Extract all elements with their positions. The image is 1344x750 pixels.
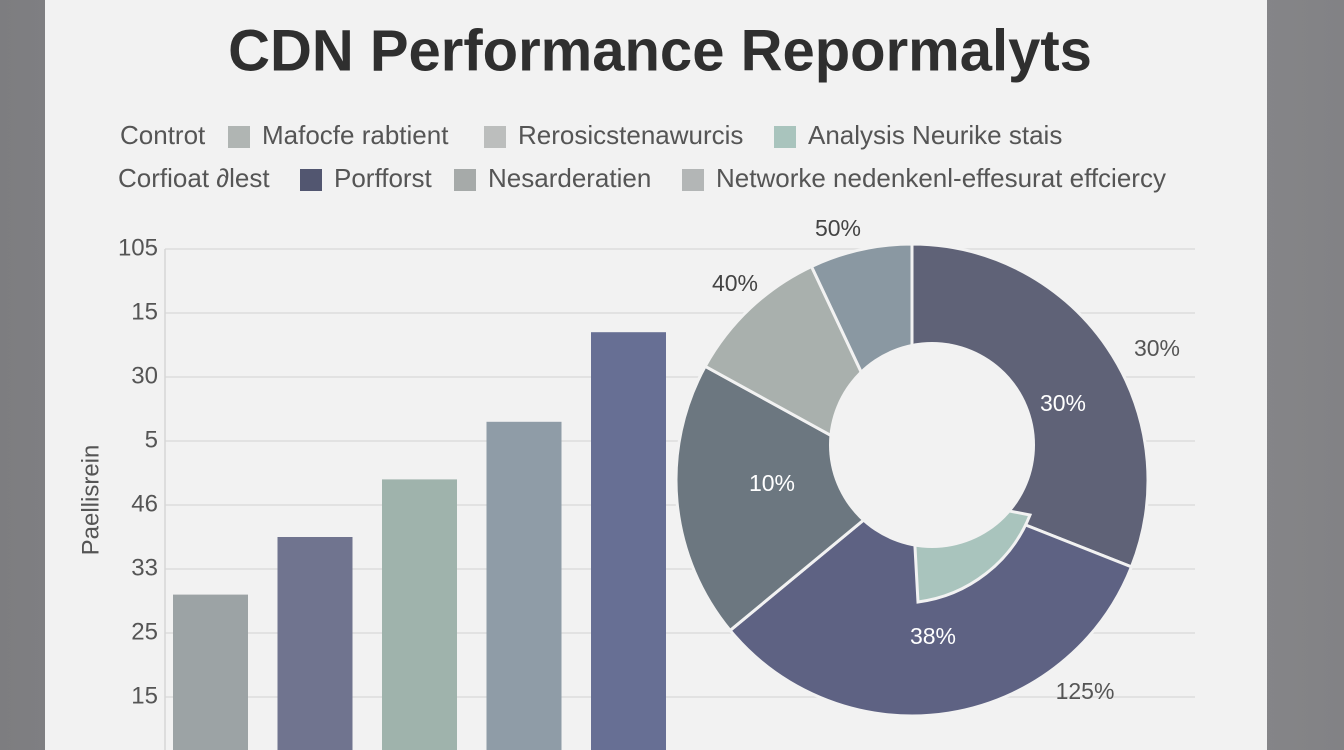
- pie-label: 125%: [1056, 678, 1115, 704]
- bar: [486, 421, 562, 750]
- legend-swatch: [228, 126, 250, 148]
- y-tick-label: 15: [131, 298, 158, 325]
- pie-label: 10%: [749, 470, 795, 496]
- bar: [591, 332, 666, 750]
- y-tick-label: 46: [131, 490, 158, 517]
- bar: [382, 479, 457, 750]
- legend-swatch: [454, 169, 476, 191]
- y-tick-label: 33: [131, 554, 158, 581]
- y-axis-title: Paellisrein: [77, 445, 104, 556]
- legend-swatch: [774, 126, 796, 148]
- bar: [277, 537, 353, 750]
- legend-label: Controt: [120, 120, 206, 150]
- legend-swatch: [682, 169, 704, 191]
- legend-label: Rerosicstenawurcis: [518, 120, 743, 150]
- legend-label: Analysis Neurike stais: [808, 120, 1062, 150]
- y-tick-label: 25: [131, 618, 158, 645]
- legend-label: Nesarderatien: [488, 163, 651, 193]
- title: CDN Performance Repormalyts: [228, 18, 1092, 83]
- y-tick-label: 15: [131, 682, 158, 709]
- legend-label: Networke nedenkenl-effesurat effciercy: [716, 163, 1166, 193]
- legend-swatch: [484, 126, 506, 148]
- legend-label: Porfforst: [334, 163, 433, 193]
- pie-label: 38%: [910, 623, 956, 649]
- pie-label: 30%: [1040, 390, 1086, 416]
- y-tick-label: 105: [118, 234, 158, 261]
- y-tick-label: 5: [145, 426, 158, 453]
- legend-swatch: [300, 169, 322, 191]
- legend-label: Corfioat ∂lest: [118, 163, 270, 193]
- pie-label: 30%: [1134, 335, 1180, 361]
- pie-label: 50%: [815, 215, 861, 241]
- pie-slice: [674, 364, 915, 633]
- donut-hole: [829, 342, 1035, 548]
- legend-label: Mafocfe rabtient: [262, 120, 449, 150]
- y-tick-label: 30: [131, 362, 158, 389]
- bar: [173, 594, 248, 750]
- pie-label: 40%: [712, 270, 758, 296]
